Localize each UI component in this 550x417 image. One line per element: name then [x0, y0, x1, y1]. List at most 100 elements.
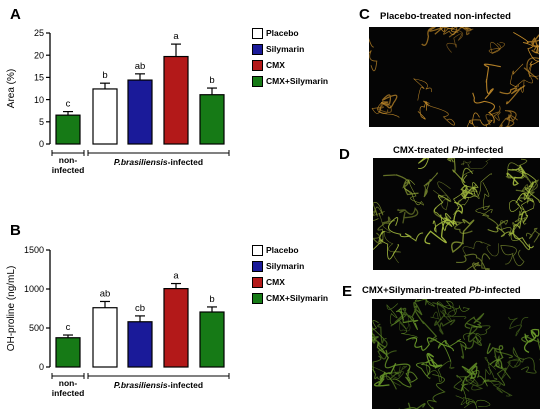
collagen-fiber: [505, 158, 528, 179]
significance-letter: a: [173, 31, 179, 42]
legend-label: CMX: [266, 60, 285, 70]
collagen-fiber: [377, 323, 397, 360]
collagen-fiber: [521, 179, 540, 195]
collagen-fiber: [432, 214, 458, 233]
collagen-fiber: [436, 300, 470, 312]
collagen-fiber: [425, 360, 455, 382]
collagen-fiber: [459, 325, 483, 359]
bar: [92, 307, 118, 368]
group-label-noninfected-line2: infected: [52, 165, 85, 175]
collagen-fiber: [509, 200, 535, 216]
collagen-fiber: [472, 92, 495, 124]
y-tick-label: 500: [29, 323, 44, 333]
collagen-fiber: [462, 240, 499, 257]
collagen-fiber: [416, 158, 429, 169]
bar: [163, 288, 189, 368]
legend-label: Silymarin: [266, 261, 305, 271]
collagen-fiber: [462, 325, 491, 344]
y-tick-label: 20: [34, 50, 44, 60]
panel-letter-e: E: [342, 283, 353, 300]
collagen-fiber: [514, 210, 527, 225]
y-axis-label: OH-proline (ng/mL): [6, 266, 17, 352]
collagen-fiber: [381, 94, 398, 109]
y-tick-label: 10: [34, 95, 44, 105]
legend-label: CMX: [266, 277, 285, 287]
group-label-infected-suffix: -infected: [168, 380, 203, 390]
group-label-infected: P.brasiliensis-infected: [114, 380, 203, 390]
collagen-fiber: [448, 27, 472, 38]
collagen-fiber: [432, 301, 456, 335]
collagen-fiber: [433, 194, 453, 228]
legend-item-placebo: Placebo: [252, 26, 328, 40]
micrograph-title-suffix: -infected: [481, 285, 521, 296]
collagen-fiber: [421, 27, 446, 46]
collagen-fiber: [526, 227, 540, 243]
legend-swatch-silymarin: [252, 260, 263, 272]
collagen-fiber: [378, 213, 402, 264]
collagen-fiber: [373, 202, 385, 221]
collagen-fiber: [453, 374, 475, 392]
significance-letter: ab: [135, 61, 146, 72]
collagen-fiber: [371, 101, 392, 114]
collagen-fiber: [383, 174, 419, 196]
collagen-fiber: [484, 357, 498, 383]
collagen-fiber: [482, 365, 511, 386]
collagen-fiber: [451, 218, 475, 253]
collagen-fiber: [468, 112, 493, 126]
collagen-fiber: [439, 27, 459, 33]
y-tick-label: 25: [34, 28, 44, 38]
legend-b: Placebo Silymarin CMX CMX+Silymarin: [252, 243, 328, 307]
micrograph-title-e: CMX+Silymarin-treated Pb-infected: [362, 285, 521, 296]
collagen-fiber: [513, 210, 534, 249]
collagen-fiber: [390, 365, 408, 386]
collagen-fiber: [376, 341, 411, 372]
micrograph-e-image: [372, 299, 540, 409]
collagen-fiber: [395, 306, 419, 331]
collagen-fiber: [446, 28, 464, 53]
legend-a: Placebo Silymarin CMX CMX+Silymarin: [252, 26, 328, 90]
legend-swatch-cmx-silymarin: [252, 292, 263, 304]
collagen-fiber: [373, 230, 400, 260]
collagen-fiber: [433, 207, 473, 234]
collagen-fiber: [453, 174, 479, 210]
micrograph-title-c: Placebo-treated non-infected: [380, 11, 511, 22]
collagen-fiber: [483, 63, 501, 100]
micrograph-title-italic: Pb: [451, 145, 464, 156]
legend-label: Placebo: [266, 28, 299, 38]
micrograph-d-image: [373, 158, 540, 270]
collagen-fiber: [504, 110, 518, 127]
collagen-fiber: [392, 368, 418, 388]
legend-item-silymarin: Silymarin: [252, 42, 328, 56]
collagen-fiber: [372, 366, 404, 380]
collagen-fiber: [371, 101, 400, 118]
collagen-fiber: [412, 78, 432, 101]
collagen-fiber: [490, 381, 513, 397]
collagen-fiber: [521, 335, 540, 361]
micrograph-e: [372, 299, 540, 409]
collagen-fiber: [433, 181, 452, 211]
micrograph-title-text: Placebo-treated non-infected: [380, 11, 511, 22]
collagen-fiber: [475, 182, 493, 217]
micrograph-title-text: CMX-treated: [393, 145, 452, 156]
legend-label: Placebo: [266, 245, 299, 255]
legend-swatch-cmx-silymarin: [252, 75, 263, 87]
panel-letter-c: C: [359, 6, 370, 23]
micrograph-c: [369, 27, 539, 127]
group-label-noninfected-line2: infected: [52, 388, 85, 398]
legend-label: CMX+Silymarin: [266, 293, 329, 303]
significance-letter: ab: [100, 288, 111, 299]
group-label-infected-italic: P.brasiliensis: [114, 380, 168, 390]
collagen-fiber: [512, 346, 537, 374]
collagen-fiber: [513, 32, 539, 66]
collagen-fiber: [493, 348, 513, 368]
bar: [199, 311, 225, 368]
collagen-fiber: [411, 301, 438, 343]
bar: [55, 114, 81, 145]
collagen-fiber: [462, 387, 491, 409]
legend-item-cmx: CMX: [252, 275, 328, 289]
collagen-fiber: [423, 172, 439, 198]
collagen-fiber: [460, 158, 492, 170]
collagen-fiber: [488, 41, 505, 54]
panel-letter-a: A: [10, 6, 21, 23]
